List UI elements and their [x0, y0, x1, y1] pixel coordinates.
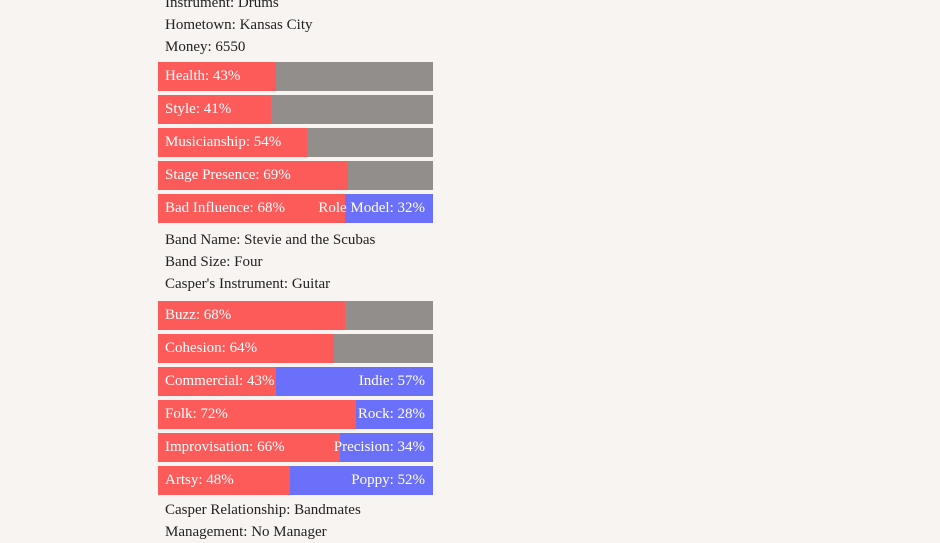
stat-bar: Health: 43%: [158, 62, 433, 91]
character-stat-bars: Health: 43% Style: 41% Musicianship: 54% St…: [158, 62, 433, 223]
stat-bar: Stage Presence: 69%: [158, 161, 433, 190]
stat-right-label: Role Model: 32%: [318, 200, 425, 216]
stat-bar-fill: [158, 433, 340, 462]
stat-bar-fill: [158, 62, 277, 91]
stat-bar: Cohesion: 64%: [158, 334, 433, 363]
stat-label: Style: 41%: [165, 101, 232, 117]
stat-right-label: Precision: 34%: [333, 439, 425, 455]
stat-right-label: Poppy: 52%: [351, 472, 425, 488]
stat-label: Buzz: 68%: [165, 307, 232, 323]
stat-bar-fill: [158, 466, 290, 495]
stat-bar-fill: [158, 301, 345, 330]
stat-bar: Commercial: 43% Indie: 57%: [158, 367, 433, 396]
stat-bar-fill: [158, 194, 345, 223]
instrument-text: Instrument: Drums: [165, 0, 279, 11]
casper-instrument-text: Casper's Instrument: Guitar: [165, 276, 331, 292]
band-name-text: Band Name: Stevie and the Scubas: [165, 232, 376, 248]
stat-label: Improvisation: 66%: [165, 439, 285, 455]
stat-label: Health: 43%: [165, 68, 241, 84]
stat-bar: Style: 41%: [158, 95, 433, 124]
stat-label: Commercial: 43%: [165, 373, 275, 389]
stat-right-label: Rock: 28%: [357, 406, 425, 422]
band-stat-bars: Buzz: 68% Cohesion: 64% Commercial: 43% Ind…: [158, 301, 433, 495]
management-text: Management: No Manager: [165, 524, 327, 540]
casper-relationship-text: Casper Relationship: Bandmates: [165, 502, 361, 518]
stat-bar: Folk: 72% Rock: 28%: [158, 400, 433, 429]
stat-label: Artsy: 48%: [165, 472, 234, 488]
band-size-text: Band Size: Four: [165, 254, 263, 270]
stat-bar: Improvisation: 66% Precision: 34%: [158, 433, 433, 462]
stat-bar: Musicianship: 54%: [158, 128, 433, 157]
stat-bar-fill: [158, 95, 271, 124]
stat-bar: Buzz: 68%: [158, 301, 433, 330]
stat-label: Cohesion: 64%: [165, 340, 258, 356]
stat-label: Stage Presence: 69%: [165, 167, 291, 183]
hometown-text: Hometown: Kansas City: [165, 17, 313, 33]
money-text: Money: 6550: [165, 39, 246, 55]
stat-bar-fill: [158, 161, 348, 190]
stat-label: Folk: 72%: [165, 406, 228, 422]
stat-bar: Artsy: 48% Poppy: 52%: [158, 466, 433, 495]
stat-bar-fill: [158, 128, 307, 157]
stat-label: Bad Influence: 68%: [165, 200, 285, 216]
stat-bar: Bad Influence: 68% Role Model: 32%: [158, 194, 433, 223]
stat-label: Musicianship: 54%: [165, 134, 282, 150]
stats-panel: Instrument: Drums Hometown: Kansas City …: [158, 0, 433, 543]
stat-bar-fill: [158, 400, 356, 429]
stat-bar-fill: [158, 334, 334, 363]
stat-right-label: Indie: 57%: [358, 373, 425, 389]
stat-bar-fill: [158, 367, 277, 396]
